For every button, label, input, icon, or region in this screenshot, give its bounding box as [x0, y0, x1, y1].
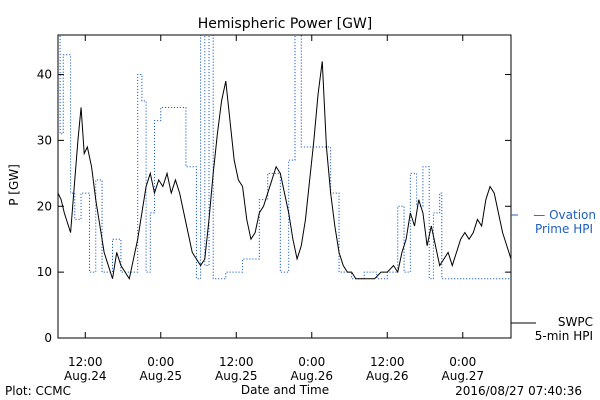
x-tick-label-date-3: Aug.26 [291, 369, 334, 383]
x-tick-label-date-0: Aug.24 [64, 369, 107, 383]
x-tick-label-time-1: 0:00 [147, 355, 174, 369]
x-axis-ticks: 12:00Aug.240:00Aug.2512:00Aug.250:00Aug.… [64, 35, 484, 383]
x-tick-label-date-2: Aug.25 [215, 369, 258, 383]
y-tick-label-0: 0 [44, 331, 52, 345]
swpc-legend-line1: SWPC [558, 315, 593, 329]
x-tick-label-date-4: Aug.26 [366, 369, 409, 383]
x-tick-label-time-4: 12:00 [370, 355, 405, 369]
legend: — Ovation Prime HPI SWPC 5-min HPI [511, 208, 596, 343]
y-tick-label-2: 20 [37, 199, 52, 213]
y-axis-label: P [GW] [7, 164, 21, 206]
ovation-prime-hpi-line [58, 34, 511, 280]
x-axis-label: Date and Time [241, 383, 329, 397]
series-layer [57, 34, 512, 281]
swpc-5min-hpi-line [57, 61, 512, 281]
plot-timestamp: 2016/08/27 07:40:36 [455, 384, 582, 398]
x-tick-label-time-0: 12:00 [68, 355, 103, 369]
x-tick-label-date-1: Aug.25 [140, 369, 183, 383]
ovation-legend-line1: — Ovation [533, 208, 596, 222]
y-axis-ticks: 0 10 20 30 40 [37, 68, 511, 345]
plot-credit: Plot: CCMC [5, 384, 71, 398]
x-tick-label-time-3: 0:00 [298, 355, 325, 369]
chart-title: Hemispheric Power [GW] [198, 16, 373, 32]
y-tick-label-3: 30 [37, 133, 52, 147]
ovation-legend-line2: Prime HPI [535, 222, 593, 236]
y-tick-label-1: 10 [37, 265, 52, 279]
x-tick-label-date-5: Aug.27 [442, 369, 485, 383]
x-tick-label-time-5: 0:00 [449, 355, 476, 369]
plot-frame [57, 34, 512, 339]
y-tick-label-4: 40 [37, 68, 52, 82]
x-tick-label-time-2: 12:00 [219, 355, 254, 369]
swpc-legend-line2: 5-min HPI [535, 329, 593, 343]
